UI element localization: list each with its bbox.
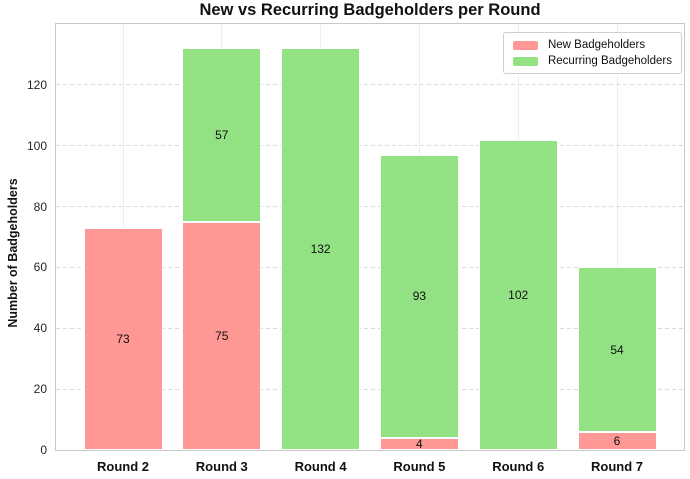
- legend-swatch: [512, 56, 538, 66]
- legend-label: Recurring Badgeholders: [547, 55, 672, 67]
- bar-value-label: 102: [508, 287, 529, 302]
- legend-row: Recurring Badgeholders: [512, 55, 672, 67]
- bar-segment: [379, 154, 459, 438]
- bar-value-label: 6: [613, 433, 621, 448]
- x-tick-label: Round 7: [591, 459, 643, 474]
- h-gridline: [56, 206, 684, 208]
- bar-segment: [379, 437, 459, 450]
- bar-segment: [577, 431, 657, 450]
- y-tick-label: 40: [33, 321, 47, 336]
- bar-value-label: 54: [610, 342, 624, 357]
- legend: New Badgeholders Recurring Badgeholders: [502, 32, 682, 74]
- y-tick-label: 60: [33, 260, 47, 275]
- h-gridline: [56, 84, 684, 86]
- y-tick-label: 0: [40, 443, 47, 457]
- bar-segment: [182, 221, 262, 450]
- legend-row: New Badgeholders: [512, 39, 672, 51]
- bar-segment: [281, 48, 361, 450]
- x-tick-label: Round 2: [97, 459, 149, 474]
- bar-value-label: 75: [215, 328, 229, 343]
- legend-label: New Badgeholders: [547, 39, 646, 51]
- chart-title: New vs Recurring Badgeholders per Round: [199, 1, 541, 19]
- y-tick-label: 120: [26, 77, 47, 92]
- x-tick-label: Round 4: [294, 459, 347, 474]
- x-tick-label: Round 3: [195, 459, 248, 474]
- x-tick-label: Round 6: [492, 459, 545, 474]
- bar-value-label: 4: [416, 436, 423, 451]
- x-tick-label: Round 5: [393, 459, 446, 474]
- bar-segment: [83, 227, 163, 450]
- bar-segment: [182, 48, 262, 222]
- v-gridline: [616, 24, 618, 450]
- bar-value-label: 132: [310, 242, 331, 257]
- bar-segment: [577, 267, 657, 432]
- plot-area: 73 75 57 132 4 93 102 6 54 New Badgeholders Recur…: [55, 23, 685, 451]
- h-gridline: [56, 388, 684, 390]
- bar-value-label: 73: [116, 331, 130, 346]
- bar-value-label: 57: [215, 128, 229, 143]
- y-tick-label: 20: [33, 382, 47, 397]
- h-gridline: [56, 327, 684, 329]
- bar-value-label: 93: [412, 289, 427, 304]
- h-gridline: [56, 266, 684, 268]
- h-gridline: [56, 145, 684, 147]
- y-tick-label: 80: [33, 199, 47, 214]
- bar-segment: [478, 139, 558, 450]
- y-tick-label: 100: [26, 138, 47, 153]
- legend-swatch: [512, 40, 538, 50]
